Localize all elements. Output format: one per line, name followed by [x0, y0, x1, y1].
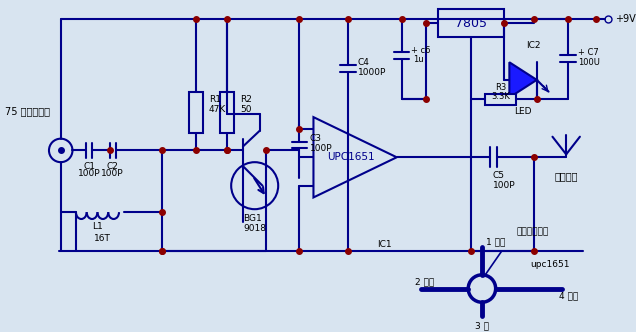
Text: 47K: 47K — [209, 105, 226, 114]
Text: R3: R3 — [495, 83, 506, 92]
Polygon shape — [509, 62, 537, 98]
Text: 100U: 100U — [578, 58, 600, 67]
Text: 1 电源: 1 电源 — [486, 237, 505, 246]
Text: C1: C1 — [83, 162, 95, 171]
Bar — [438, 9, 504, 37]
Text: 9018: 9018 — [243, 224, 266, 233]
Text: +9V: +9V — [615, 14, 636, 24]
Text: 4 输出: 4 输出 — [558, 291, 578, 300]
Text: 100P: 100P — [310, 144, 332, 153]
Text: C2: C2 — [107, 162, 118, 171]
Text: IC1: IC1 — [377, 240, 391, 249]
Text: 16T: 16T — [94, 234, 111, 243]
Text: upc1651: upc1651 — [530, 260, 570, 269]
Text: 2 输入: 2 输入 — [415, 277, 434, 286]
Bar — [189, 92, 203, 133]
Text: 100P: 100P — [78, 169, 100, 178]
Text: 3 地: 3 地 — [475, 321, 489, 330]
Text: LED: LED — [515, 107, 532, 116]
Text: BG1: BG1 — [243, 214, 261, 223]
Text: C3: C3 — [310, 134, 322, 143]
Text: C4: C4 — [357, 58, 370, 67]
Text: IC2: IC2 — [526, 41, 541, 50]
Bar — [221, 92, 234, 133]
Text: 1000P: 1000P — [357, 67, 386, 77]
Text: R2: R2 — [240, 95, 252, 104]
Text: + c6: + c6 — [411, 46, 431, 55]
Text: UPC1651: UPC1651 — [327, 152, 375, 162]
Text: R1: R1 — [209, 95, 221, 104]
Text: 1u: 1u — [413, 55, 424, 64]
Bar — [485, 94, 516, 105]
Text: + C7: + C7 — [578, 48, 598, 57]
Text: C5: C5 — [493, 171, 505, 180]
Text: L1: L1 — [93, 222, 103, 231]
Text: 型号有字符面: 型号有字符面 — [516, 227, 549, 236]
Text: 100P: 100P — [101, 169, 124, 178]
Text: 50: 50 — [240, 105, 251, 114]
Text: 发射天线: 发射天线 — [555, 171, 578, 181]
Text: 3.3K: 3.3K — [491, 92, 510, 101]
Text: 75 欧姆电缆线: 75 欧姆电缆线 — [5, 106, 50, 116]
Text: 100P: 100P — [493, 181, 515, 190]
Text: 7805: 7805 — [455, 17, 487, 30]
